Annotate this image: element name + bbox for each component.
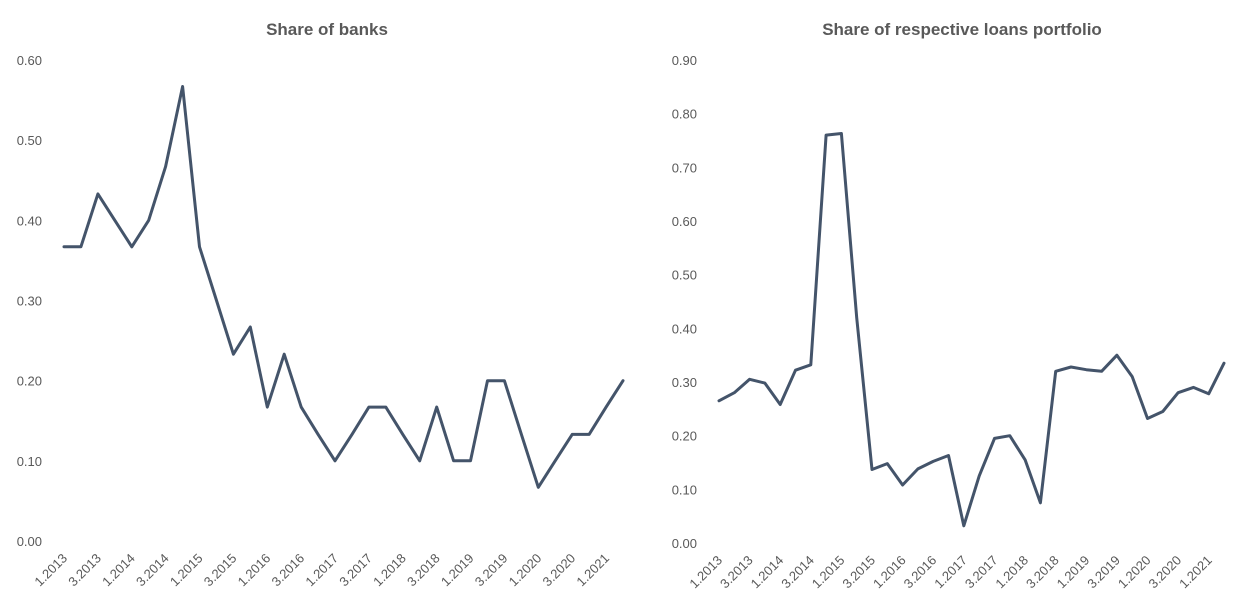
x-tick-label: 3.2018 xyxy=(404,551,443,590)
x-tick-label: 1.2021 xyxy=(1176,553,1215,592)
x-tick-label: 3.2015 xyxy=(201,551,240,590)
y-axis-ticks: 0.00 0.10 0.20 0.30 0.40 0.50 0.60 0.70 0.80 0.90 xyxy=(672,53,697,551)
y-tick-label: 0.30 xyxy=(17,294,42,309)
x-tick-label: 1.2015 xyxy=(167,551,206,590)
y-tick-label: 0.20 xyxy=(672,429,697,444)
x-tick-label: 1.2014 xyxy=(748,553,787,592)
y-tick-label: 0.50 xyxy=(17,133,42,148)
series-line xyxy=(717,132,1226,528)
x-tick-label: 3.2017 xyxy=(962,553,1001,592)
series-line xyxy=(62,85,625,489)
x-tick-label: 3.2016 xyxy=(269,551,308,590)
x-tick-label: 3.2013 xyxy=(65,551,104,590)
x-tick-label: 1.2013 xyxy=(31,551,70,590)
y-tick-label: 0.20 xyxy=(17,374,42,389)
x-tick-label: 1.2021 xyxy=(573,551,612,590)
x-tick-label: 3.2018 xyxy=(1023,553,1062,592)
y-tick-label: 0.40 xyxy=(17,213,42,228)
x-tick-label: 1.2014 xyxy=(99,551,138,590)
y-tick-label: 0.30 xyxy=(672,375,697,390)
share-of-banks-chart: Share of banks 0.000.100.200.300.400.500… xyxy=(17,20,625,590)
y-tick-label: 0.70 xyxy=(672,160,697,175)
chart-title: Share of banks xyxy=(266,20,388,39)
y-tick-label: 0.60 xyxy=(17,53,42,68)
x-tick-label: 1.2013 xyxy=(686,553,725,592)
y-tick-label: 0.10 xyxy=(672,482,697,497)
y-tick-label: 0.00 xyxy=(672,536,697,551)
x-tick-label: 1.2016 xyxy=(235,551,274,590)
x-axis-ticks: 1.20133.20131.20143.20141.20153.20151.20… xyxy=(31,551,612,590)
y-tick-label: 0.50 xyxy=(672,268,697,283)
x-axis-ticks: 1.20133.20131.20143.20141.20153.20151.20… xyxy=(686,553,1214,592)
x-tick-label: 1.2020 xyxy=(1115,553,1154,592)
x-tick-label: 3.2020 xyxy=(540,551,579,590)
y-tick-label: 0.60 xyxy=(672,214,697,229)
chart-title: Share of respective loans portfolio xyxy=(822,20,1102,39)
x-tick-label: 3.2017 xyxy=(336,551,375,590)
x-tick-label: 1.2016 xyxy=(870,553,909,592)
x-tick-label: 3.2015 xyxy=(839,553,878,592)
x-tick-label: 1.2019 xyxy=(1054,553,1093,592)
x-tick-label: 3.2016 xyxy=(901,553,940,592)
y-axis-ticks: 0.00 0.10 0.20 0.30 0.40 0.50 0.60 xyxy=(17,53,42,549)
y-tick-label: 0.00 xyxy=(17,534,42,549)
x-tick-label: 3.2019 xyxy=(472,551,511,590)
x-tick-label: 1.2018 xyxy=(370,551,409,590)
x-tick-label: 1.2020 xyxy=(506,551,545,590)
x-tick-label: 3.2019 xyxy=(1084,553,1123,592)
x-tick-label: 3.2014 xyxy=(778,553,817,592)
x-tick-label: 3.2020 xyxy=(1145,553,1184,592)
x-tick-label: 3.2014 xyxy=(133,551,172,590)
x-tick-label: 3.2013 xyxy=(717,553,756,592)
y-tick-label: 0.90 xyxy=(672,53,697,68)
y-tick-label: 0.10 xyxy=(17,454,42,469)
y-tick-label: 0.80 xyxy=(672,107,697,122)
x-tick-label: 1.2019 xyxy=(438,551,477,590)
x-tick-label: 1.2015 xyxy=(809,553,848,592)
x-tick-label: 1.2018 xyxy=(992,553,1031,592)
y-tick-label: 0.40 xyxy=(672,321,697,336)
x-tick-label: 1.2017 xyxy=(931,553,970,592)
share-of-loans-portfolio-chart: Share of respective loans portfolio 0.00… xyxy=(672,20,1226,592)
x-tick-label: 1.2017 xyxy=(302,551,341,590)
